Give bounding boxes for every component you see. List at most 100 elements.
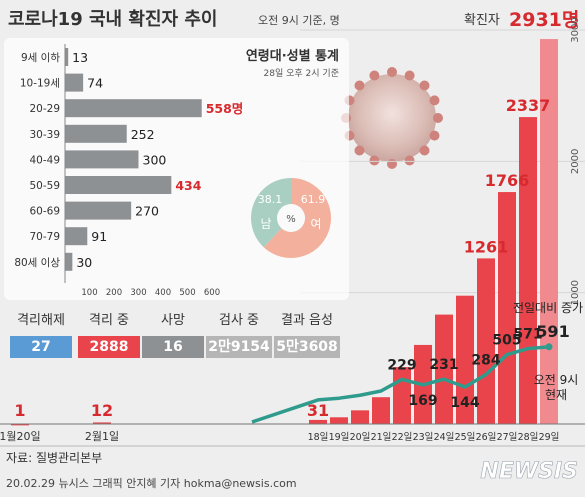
virus-spike: [369, 155, 380, 166]
status-table: 격리해제 27 격리 중 2888 사망 16 검사 중 2만9154 결과 음성 5만3608: [10, 312, 340, 362]
bar-confirmed: [498, 192, 516, 424]
pie-label-male: 남: [260, 217, 271, 231]
age-x-tick-label: 100: [81, 288, 97, 298]
age-bar: [65, 150, 139, 169]
status-value: 16: [142, 336, 204, 358]
age-x-tick-label: 300: [130, 288, 146, 298]
age-category-label: 50-59: [29, 180, 60, 192]
age-bar: [65, 124, 127, 143]
x-tick-label: 23일: [413, 432, 434, 443]
age-category-label: 10-19세: [20, 78, 60, 90]
age-bar: [65, 73, 84, 92]
total-label: 확진자: [464, 13, 500, 28]
pie-value-female: 61.9: [301, 193, 326, 206]
y-tick-label: 1000: [570, 280, 581, 305]
x-tick-label: 20일: [350, 432, 371, 443]
increase-line-endpoint: [545, 343, 553, 351]
pie-label-female: 여: [310, 217, 321, 231]
age-value-label: 74: [87, 76, 103, 91]
bar-confirmed: [330, 417, 348, 424]
age-category-label: 40-49: [29, 154, 60, 166]
status-header: 격리해제: [17, 313, 65, 328]
main-chart-bar-labels: 112311261176623372931명: [14, 96, 551, 420]
chart-subtitle: 오전 9시 기준, 명: [258, 14, 340, 27]
increase-value-label: 229: [387, 357, 416, 373]
age-x-tick-label: 500: [179, 288, 195, 298]
virus-spike: [387, 159, 397, 169]
bar-value-label: 1261: [464, 237, 509, 256]
virus-illustration: [341, 67, 443, 169]
age-x-tick-label: 600: [204, 288, 220, 298]
x-tick-label: 19일: [329, 432, 350, 443]
increase-value-label: 231: [429, 357, 458, 373]
x-tick-label: 28일: [518, 432, 539, 443]
virus-spike: [419, 80, 430, 91]
annotation-now: 현재: [545, 388, 567, 402]
age-category-label: 30-39: [29, 129, 60, 141]
age-bar: [65, 48, 69, 66]
age-category-label: 60-69: [29, 206, 60, 218]
virus-spike: [354, 80, 365, 91]
bar-confirmed: [351, 410, 369, 424]
increase-value-label: 591: [536, 322, 569, 341]
x-tick-label: 24일: [434, 432, 455, 443]
age-x-tick-label: 200: [106, 288, 122, 298]
virus-spike: [369, 70, 380, 81]
age-panel-subtitle: 28일 오후 2시 기준: [264, 68, 339, 79]
status-value: 27: [10, 336, 72, 358]
pie-value-male: 38.1: [258, 193, 283, 206]
x-tick-label: 29일: [539, 432, 560, 443]
increase-value-label: 505: [492, 333, 521, 349]
age-x-tick-label: 400: [155, 288, 171, 298]
virus-spike: [387, 67, 397, 77]
status-header: 격리 중: [88, 313, 129, 328]
status-value: 2만9154: [206, 336, 272, 358]
bar-confirmed: [93, 422, 111, 424]
increase-line-series: [251, 343, 553, 424]
age-bar-chart: 9세 이하 13 10-19세 74 20-29 558명 30-39 252 40-49 300…: [14, 44, 243, 298]
virus-spike: [433, 113, 443, 123]
x-tick-label: 27일: [497, 432, 518, 443]
age-value-label: 558명: [206, 101, 244, 116]
bar-value-label: 1: [14, 401, 25, 420]
bar-confirmed: [372, 397, 390, 424]
virus-spike: [404, 155, 415, 166]
virus-spike: [419, 145, 430, 156]
virus-spike: [429, 95, 440, 106]
age-category-label: 80세 이상: [14, 257, 60, 269]
pie-center-label: %: [286, 214, 296, 225]
x-tick-label: 1월20일: [0, 429, 41, 443]
main-chart-x-labels: 1월20일 2월1일 18일 19일 20일 21일 22일 23일 24일 25일 26일 27일 2…: [0, 429, 559, 443]
age-value-label: 30: [76, 255, 92, 270]
x-tick-label: 21일: [371, 432, 392, 443]
x-tick-label: 26일: [476, 432, 497, 443]
bar-confirmed: [477, 258, 495, 424]
virus-spike: [404, 70, 415, 81]
source-text: 자료: 질병관리본부: [6, 451, 102, 465]
age-panel-title: 연령대·성별 통계: [246, 48, 339, 64]
total-value: 2931명: [509, 9, 579, 31]
age-bar: [65, 99, 202, 118]
status-header: 사망: [161, 313, 185, 328]
newsis-logo: NEWSIS: [480, 459, 578, 484]
chart-title: 코로나19 국내 확진자 추이: [8, 9, 217, 30]
bar-value-label: 31: [307, 401, 329, 420]
age-category-label: 70-79: [29, 231, 60, 243]
status-header: 결과 음성: [281, 313, 333, 328]
pie-slice-female: [263, 178, 331, 258]
increase-value-label: 571: [513, 327, 542, 343]
y-tick-label: 2000: [570, 149, 581, 174]
increase-line: [251, 345, 550, 424]
pie-slice-male: [251, 178, 291, 248]
bar-value-label: 2337: [506, 96, 551, 115]
age-value-label: 13: [72, 50, 88, 65]
x-tick-label: 22일: [392, 432, 413, 443]
age-value-label: 252: [131, 127, 155, 142]
bar-value-label: 12: [91, 401, 113, 420]
x-tick-label: 25일: [455, 432, 476, 443]
annotation-increase: 전일대비 증가: [513, 301, 583, 315]
bar-value-label: 1766: [485, 171, 530, 190]
x-tick-label: 2월1일: [85, 429, 119, 443]
